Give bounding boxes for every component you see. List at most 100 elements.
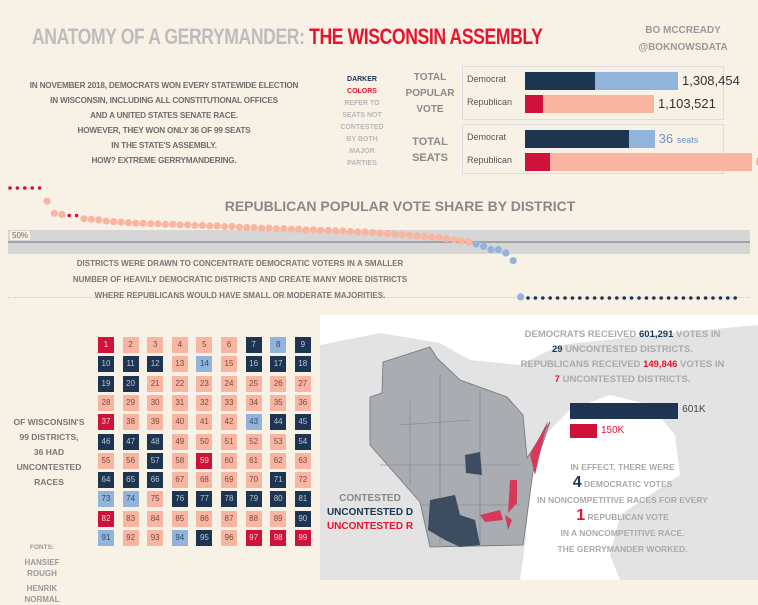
district-cell[interactable]: 22 bbox=[171, 375, 188, 392]
district-cell[interactable]: 96 bbox=[221, 530, 237, 546]
district-dot[interactable] bbox=[696, 296, 700, 300]
district-dot[interactable] bbox=[600, 296, 604, 300]
district-dot[interactable] bbox=[674, 296, 678, 300]
district-cell[interactable]: 24 bbox=[221, 375, 237, 392]
district-dot[interactable] bbox=[622, 296, 626, 300]
district-cell[interactable]: 86 bbox=[196, 510, 213, 527]
district-dot[interactable] bbox=[391, 230, 399, 238]
district-dot[interactable] bbox=[332, 227, 340, 235]
district-cell[interactable]: 85 bbox=[171, 510, 188, 527]
district-dot[interactable] bbox=[517, 293, 525, 301]
district-dot[interactable] bbox=[450, 236, 458, 244]
district-dot[interactable] bbox=[585, 296, 589, 300]
district-cell[interactable]: 64 bbox=[98, 472, 114, 489]
district-dot[interactable] bbox=[629, 296, 634, 300]
district-cell[interactable]: 70 bbox=[245, 472, 262, 489]
district-cell[interactable]: 13 bbox=[171, 356, 188, 373]
district-dot[interactable] bbox=[258, 224, 266, 232]
district-dot[interactable] bbox=[87, 215, 95, 223]
district-cell[interactable]: 43 bbox=[245, 414, 262, 431]
district-cell[interactable]: 89 bbox=[270, 510, 287, 527]
district-cell[interactable]: 55 bbox=[98, 452, 114, 469]
district-cell[interactable]: 36 bbox=[294, 394, 311, 411]
district-dot[interactable] bbox=[435, 233, 443, 242]
district-dot[interactable] bbox=[465, 238, 473, 246]
district-dot[interactable] bbox=[117, 218, 125, 226]
district-dot[interactable] bbox=[191, 221, 199, 229]
district-cell[interactable]: 77 bbox=[196, 491, 213, 508]
legend-uncontested-d[interactable]: UNCONTESTED D bbox=[326, 507, 414, 518]
district-dot[interactable] bbox=[161, 220, 169, 228]
district-cell[interactable]: 40 bbox=[171, 414, 188, 431]
district-cell[interactable]: 37 bbox=[98, 414, 114, 431]
district-cell[interactable]: 29 bbox=[122, 394, 139, 411]
district-cell[interactable]: 10 bbox=[98, 356, 114, 373]
district-dot[interactable] bbox=[154, 220, 162, 228]
district-cell[interactable]: 4 bbox=[171, 337, 188, 353]
d-uncontested-bar[interactable] bbox=[570, 403, 679, 419]
r-uncontested-bar[interactable] bbox=[570, 424, 597, 438]
district-dot[interactable] bbox=[711, 296, 715, 300]
district-cell[interactable]: 15 bbox=[221, 356, 237, 373]
district-cell[interactable]: 48 bbox=[147, 433, 164, 450]
district-dot[interactable] bbox=[346, 227, 354, 236]
district-cell[interactable]: 1 bbox=[98, 337, 114, 353]
district-dot[interactable] bbox=[480, 242, 488, 250]
district-cell[interactable]: 94 bbox=[171, 530, 188, 546]
district-cell[interactable]: 11 bbox=[122, 356, 139, 373]
district-cell[interactable]: 87 bbox=[221, 510, 237, 527]
district-dot[interactable] bbox=[592, 296, 597, 300]
district-dot[interactable] bbox=[652, 296, 656, 300]
district-cell[interactable]: 73 bbox=[98, 491, 114, 508]
district-cell[interactable]: 46 bbox=[98, 433, 114, 450]
district-cell[interactable]: 74 bbox=[122, 491, 139, 508]
district-dot[interactable] bbox=[509, 257, 517, 265]
district-dot[interactable] bbox=[280, 225, 288, 233]
district-dot[interactable] bbox=[533, 296, 538, 300]
district-dot[interactable] bbox=[644, 296, 649, 300]
district-cell[interactable]: 81 bbox=[294, 491, 311, 508]
district-cell[interactable]: 71 bbox=[270, 472, 287, 489]
district-cell[interactable]: 3 bbox=[147, 337, 164, 353]
district-cell[interactable]: 17 bbox=[270, 356, 287, 373]
district-cell[interactable]: 32 bbox=[196, 394, 213, 411]
district-cell[interactable]: 58 bbox=[171, 452, 188, 469]
district-cell[interactable]: 78 bbox=[221, 491, 237, 508]
district-cell[interactable]: 9 bbox=[294, 337, 311, 353]
district-dot[interactable] bbox=[502, 249, 510, 257]
district-dot[interactable] bbox=[718, 296, 723, 300]
district-dot[interactable] bbox=[176, 221, 184, 229]
district-cell[interactable]: 97 bbox=[245, 530, 262, 546]
district-cell[interactable]: 79 bbox=[245, 491, 262, 508]
district-dot[interactable] bbox=[637, 296, 641, 300]
contested-bar[interactable] bbox=[595, 72, 678, 90]
district-dot[interactable] bbox=[139, 219, 147, 227]
district-dot[interactable] bbox=[443, 235, 451, 243]
district-dot[interactable] bbox=[689, 296, 693, 300]
contested-bar[interactable] bbox=[550, 153, 752, 171]
district-dot[interactable] bbox=[406, 231, 414, 239]
district-dot[interactable] bbox=[302, 226, 310, 234]
district-dot[interactable] bbox=[50, 209, 59, 217]
district-cell[interactable]: 16 bbox=[245, 356, 262, 373]
district-dot[interactable] bbox=[243, 224, 251, 232]
district-cell[interactable]: 72 bbox=[294, 472, 311, 489]
district-cell[interactable]: 51 bbox=[221, 433, 237, 450]
wisconsin-map[interactable]: DEMOCRATS RECEIVED 601,291 VOTES IN 29 U… bbox=[320, 315, 758, 580]
legend-uncontested-r[interactable]: UNCONTESTED R bbox=[326, 521, 414, 532]
district-cell[interactable]: 93 bbox=[147, 530, 164, 546]
district-dot[interactable] bbox=[198, 221, 206, 229]
district-dot[interactable] bbox=[250, 224, 258, 232]
district-dot[interactable] bbox=[472, 240, 480, 248]
district-dot[interactable] bbox=[265, 224, 273, 232]
district-dot[interactable] bbox=[228, 222, 236, 231]
district-cell[interactable]: 80 bbox=[270, 491, 287, 508]
district-dot[interactable] bbox=[383, 230, 391, 238]
district-cell[interactable]: 59 bbox=[196, 452, 213, 469]
district-dot[interactable] bbox=[726, 296, 730, 300]
district-dot[interactable] bbox=[548, 296, 552, 300]
district-cell[interactable]: 31 bbox=[171, 394, 188, 411]
district-dot[interactable] bbox=[376, 229, 384, 237]
district-cell[interactable]: 83 bbox=[122, 510, 139, 527]
district-cell[interactable]: 5 bbox=[196, 337, 213, 353]
